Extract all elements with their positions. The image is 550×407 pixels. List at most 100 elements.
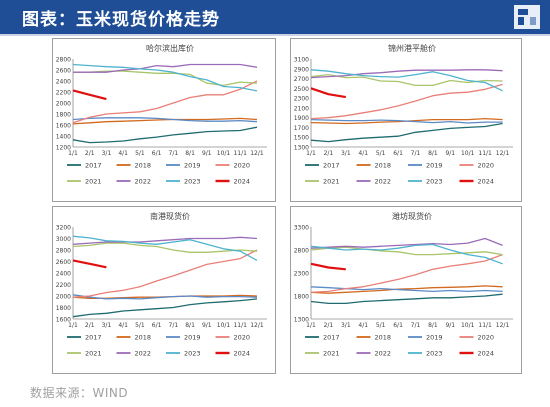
legend-label-2020: 2020 — [234, 334, 251, 342]
x-tick-label: 11/1 — [233, 150, 247, 157]
x-tick-label: 5/1 — [135, 150, 145, 157]
series-line-2017 — [72, 298, 258, 318]
series-line-2022 — [310, 69, 503, 79]
series-line-2020 — [310, 253, 503, 293]
x-tick-label: 2/1 — [324, 322, 334, 329]
x-tick-label: 6/1 — [152, 322, 162, 329]
chart-title: 南港现货价 — [150, 211, 190, 221]
y-tick-label: 3000 — [56, 236, 71, 243]
legend-label-2023: 2023 — [184, 350, 201, 358]
chart-title: 锦州港平舱价 — [388, 43, 436, 53]
y-tick-label: 1300 — [294, 317, 309, 324]
x-tick-label: 1/1 — [68, 322, 78, 329]
series-line-2019 — [72, 294, 258, 300]
y-tick-label: 3300 — [294, 225, 309, 232]
legend-label-2017: 2017 — [85, 334, 102, 342]
series-line-2022 — [73, 63, 258, 73]
data-source: 数据来源：WIND — [30, 386, 129, 400]
x-tick-label: 2/1 — [85, 322, 95, 329]
series-line-2019 — [72, 117, 258, 123]
y-tick-label: 1600 — [56, 317, 71, 324]
chart-svg: 潍坊现货价 1300 1800 2300 2800 3300 1/1 2/1 3/1 4/1 5/1… — [294, 211, 513, 358]
y-tick-label: 1800 — [56, 305, 71, 312]
y-tick-label: 1600 — [56, 123, 71, 130]
y-tick-label: 2000 — [56, 294, 71, 301]
y-tick-label: 2800 — [56, 248, 71, 255]
legend-label-2019: 2019 — [426, 334, 443, 342]
chart-panel-jinzhou: 锦州港平舱价 1300 1500 1700 1900 2100 2300 2500 2700 29… — [290, 38, 522, 202]
chart-panel-nangang: 南港现货价 1600 1800 2000 2200 2400 2600 2800 3000 320… — [52, 206, 276, 374]
y-tick-label: 1800 — [56, 112, 71, 119]
x-tick-label: 9/1 — [202, 322, 212, 329]
x-tick-label: 7/1 — [169, 322, 179, 329]
series-line-2017 — [310, 293, 503, 305]
legend-label-2024: 2024 — [478, 178, 495, 186]
x-tick-label: 12/1 — [496, 322, 510, 329]
y-tick-label: 2400 — [56, 271, 71, 278]
series-line-2018 — [72, 117, 258, 125]
chart-svg: 哈尔滨出库价 1200 1400 1600 1800 2000 2200 2400 2600 28… — [56, 43, 267, 186]
x-tick-label: 10/1 — [461, 150, 475, 157]
series-line-2019 — [310, 118, 503, 124]
x-tick-label: 3/1 — [102, 322, 112, 329]
x-tick-label: 4/1 — [118, 322, 128, 329]
legend-label-2021: 2021 — [323, 178, 340, 186]
x-tick-label: 2/1 — [324, 150, 334, 157]
series-line-2024 — [72, 89, 107, 101]
series-line-2021 — [73, 70, 258, 87]
page-title: 图表：玉米现货价格走势 — [22, 10, 220, 30]
x-tick-label: 6/1 — [152, 150, 162, 157]
x-tick-label: 9/1 — [445, 322, 455, 329]
x-tick-label: 4/1 — [118, 150, 128, 157]
y-tick-label: 2600 — [56, 68, 71, 75]
x-tick-label: 4/1 — [358, 322, 368, 329]
series-line-2022 — [310, 237, 503, 249]
series-line-2024 — [72, 259, 107, 269]
y-tick-label: 1900 — [294, 115, 309, 122]
y-tick-label: 3100 — [294, 57, 309, 64]
y-tick-label: 2200 — [56, 90, 71, 97]
y-tick-label: 2800 — [294, 248, 309, 255]
y-tick-label: 1800 — [294, 294, 309, 301]
series-line-2020 — [72, 80, 258, 124]
legend-label-2020: 2020 — [478, 334, 495, 342]
legend-label-2019: 2019 — [184, 162, 201, 170]
legend-label-2020: 2020 — [478, 162, 495, 170]
x-tick-label: 2/1 — [85, 150, 95, 157]
x-tick-label: 1/1 — [306, 322, 316, 329]
series-line-2021 — [310, 246, 503, 256]
series-line-2021 — [310, 73, 503, 87]
series-line-2020 — [310, 83, 503, 120]
series-line-2022 — [72, 236, 258, 245]
x-tick-label: 5/1 — [376, 322, 386, 329]
series-line-2021 — [72, 242, 258, 253]
y-tick-label: 2400 — [56, 79, 71, 86]
legend-label-2019: 2019 — [184, 334, 201, 342]
x-tick-label: 11/1 — [233, 322, 247, 329]
x-tick-label: 7/1 — [169, 150, 179, 157]
y-tick-label: 1400 — [56, 134, 71, 141]
series-line-2023 — [72, 235, 258, 261]
y-tick-label: 2800 — [56, 57, 71, 64]
y-tick-label: 2100 — [294, 105, 309, 112]
y-tick-label: 1300 — [294, 145, 309, 152]
legend-label-2017: 2017 — [85, 162, 102, 170]
x-tick-label: 7/1 — [411, 322, 421, 329]
legend-label-2017: 2017 — [323, 334, 340, 342]
y-tick-label: 2900 — [294, 66, 309, 73]
legend-label-2024: 2024 — [478, 350, 495, 358]
legend-label-2022: 2022 — [135, 178, 152, 186]
legend-label-2023: 2023 — [426, 350, 443, 358]
x-tick-label: 7/1 — [411, 150, 421, 157]
y-tick-label: 1200 — [56, 145, 71, 152]
legend-label-2018: 2018 — [135, 162, 152, 170]
y-tick-label: 2500 — [294, 86, 309, 93]
legend-label-2017: 2017 — [323, 162, 340, 170]
chart-panel-weifang: 潍坊现货价 1300 1800 2300 2800 3300 1/1 2/1 3/1 4/1 5/1… — [290, 206, 522, 374]
series-line-2023 — [72, 63, 258, 92]
legend-label-2021: 2021 — [323, 350, 340, 358]
series-line-2023 — [310, 69, 503, 92]
legend-label-2019: 2019 — [426, 162, 443, 170]
x-tick-label: 12/1 — [250, 150, 264, 157]
header-bar: 图表：玉米现货价格走势 — [0, 0, 550, 34]
